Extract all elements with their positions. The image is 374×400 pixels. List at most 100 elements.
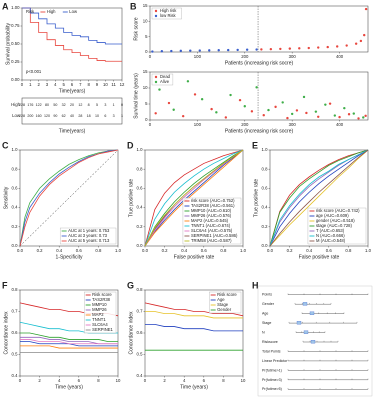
series-line <box>269 149 369 247</box>
x-tick-label: 100 <box>194 54 202 59</box>
y-tick-label: 0.50 <box>11 41 20 46</box>
x-tick-label: 6 <box>78 378 81 383</box>
nomogram-row-label: Age <box>262 312 268 316</box>
series-line <box>145 311 243 319</box>
nomogram-row-label: Stage <box>262 321 271 325</box>
point <box>305 111 308 115</box>
legend-label: gender (AUC=0.518) <box>316 218 355 223</box>
legend-label: stage (AUC=0.728) <box>316 223 353 228</box>
x-tick-label: 0.4 <box>56 248 63 253</box>
x-tick-label: 0.6 <box>326 248 333 253</box>
risk-count: 62 <box>62 114 66 118</box>
risk-count: 3 <box>113 114 115 118</box>
x-tick-label: 0.2 <box>162 248 169 253</box>
legend-label: TAS2R38 <box>92 297 111 302</box>
legend-label: Risk score <box>92 292 112 297</box>
point <box>224 116 228 119</box>
legend-marker <box>154 14 158 18</box>
point <box>314 110 318 113</box>
y-tick-label: 0.7 <box>12 309 19 314</box>
legend-label: risk score (AUC=0.742) <box>316 208 360 213</box>
point <box>328 102 332 105</box>
legend-label: Alive <box>160 79 170 84</box>
x-tick-label: 400 <box>336 54 344 59</box>
risk-count: 1 <box>113 103 115 107</box>
x-axis-label: Patients (increasing risk socre) <box>225 60 294 66</box>
y-axis-label: Concordance index <box>128 311 134 355</box>
point <box>229 93 232 97</box>
point <box>217 49 220 52</box>
risk-count: 28 <box>78 114 82 118</box>
y-tick-label: 0.75 <box>11 23 20 28</box>
legend-label: AUC at 3 years: 0.73 <box>68 233 108 238</box>
x-tick-label: 6 <box>203 378 206 383</box>
nomogram-row-label: Riskscore <box>262 340 278 344</box>
risk-count: 40 <box>70 114 74 118</box>
x-tick-label: 12 <box>120 82 125 87</box>
series-line <box>144 149 244 247</box>
x-axis-label: Time(years) <box>59 128 86 134</box>
point <box>335 45 339 48</box>
y-axis-label: Risk score <box>133 17 139 41</box>
legend-label: TRIM58 (AUC=0.587) <box>191 238 232 243</box>
x-tick-label: 0.0 <box>267 248 274 253</box>
y-tick-label: 0.6 <box>137 330 144 335</box>
y-tick-label: 0.2 <box>137 224 144 229</box>
point <box>281 101 284 104</box>
point <box>236 48 239 52</box>
point <box>364 114 367 118</box>
point <box>307 46 310 50</box>
point <box>154 112 157 115</box>
reference-diagonal <box>19 149 119 247</box>
series-line <box>144 149 244 247</box>
y-tick-label: 0.6 <box>137 186 144 191</box>
x-tick-label: 0.2 <box>287 248 294 253</box>
legend-label: High risk <box>160 8 177 13</box>
point <box>243 105 246 108</box>
point <box>354 42 358 45</box>
risk-count: 50 <box>53 103 57 107</box>
point <box>286 116 289 120</box>
x-tick-label: 1.0 <box>115 248 122 253</box>
nomogram-box <box>310 340 316 344</box>
point <box>357 117 360 120</box>
legend-label: SLC6A4 <box>92 322 108 327</box>
risk-count: 228 <box>19 103 25 107</box>
point <box>158 88 161 91</box>
legend-label: TNNT1 <box>92 317 106 322</box>
point <box>324 103 327 106</box>
risk-count: 1 <box>121 114 123 118</box>
x-tick-label: 0.4 <box>181 248 188 253</box>
series-line <box>144 302 244 317</box>
risk-count: 80 <box>45 103 49 107</box>
x-axis-label: False positive rate <box>174 254 215 260</box>
point <box>255 86 258 89</box>
legend-label: AUC at 5 years: 0.713 <box>68 238 110 243</box>
x-tick-label: 2 <box>37 82 40 87</box>
point <box>279 47 282 51</box>
legend-label: SERPINE1 <box>92 327 113 332</box>
nomogram-box <box>303 330 309 334</box>
x-tick-label: 0 <box>21 82 24 87</box>
risk-count: 18 <box>87 114 91 118</box>
x-tick-label: 2 <box>163 378 166 383</box>
y-tick-label: 0.6 <box>12 330 19 335</box>
y-tick-label: 5 <box>145 101 148 106</box>
legend-label: MMP10 (AUC=0.610) <box>191 208 232 213</box>
point <box>189 49 192 52</box>
nomogram-box <box>296 321 302 325</box>
point <box>352 112 355 115</box>
y-tick-label: 5 <box>145 34 148 39</box>
point <box>172 108 175 111</box>
x-tick-label: 200 <box>241 122 249 127</box>
y-tick-label: 0.5 <box>137 352 144 357</box>
risk-count: 200 <box>27 114 33 118</box>
legend-label: TNNT1 (AUC=0.674) <box>191 223 231 228</box>
nomogram-row-label: Total Points <box>262 349 281 353</box>
legend-box <box>59 227 117 245</box>
point <box>160 50 164 53</box>
point <box>333 114 337 117</box>
point <box>226 48 230 52</box>
point <box>359 39 363 43</box>
nomogram-row-label: Points <box>262 293 272 297</box>
